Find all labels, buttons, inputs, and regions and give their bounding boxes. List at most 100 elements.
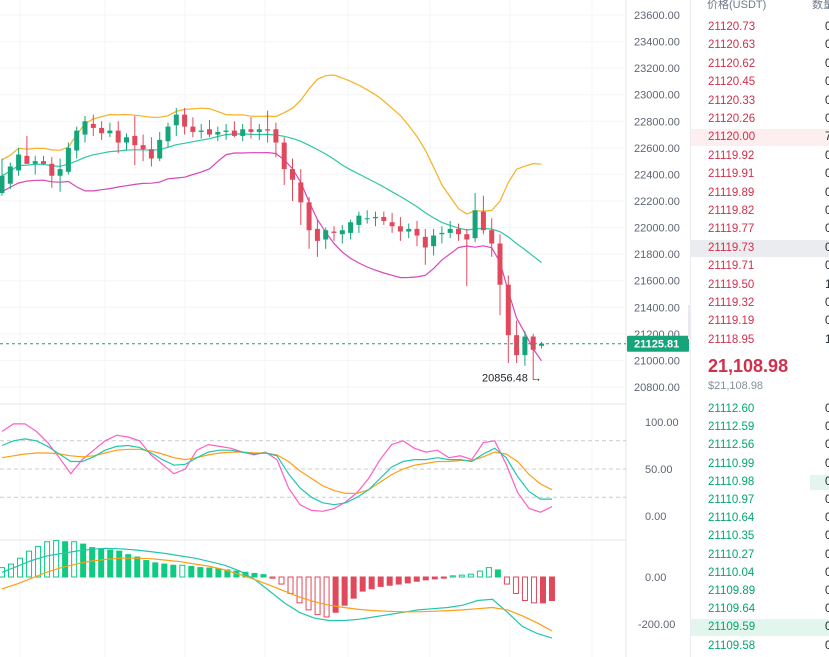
- ask-quantity: 0: [825, 148, 829, 165]
- ask-row[interactable]: 21119.89 0: [691, 185, 829, 202]
- current-price-tag: [627, 335, 689, 352]
- candle-up: [223, 130, 229, 132]
- current-price-label: 21125.81: [634, 339, 679, 351]
- bid-row[interactable]: 21109.64 0: [691, 601, 829, 618]
- histogram-signal-line: [1, 557, 553, 632]
- ask-row[interactable]: 21119.32 0: [691, 295, 829, 312]
- ask-row[interactable]: 21120.45 0: [691, 74, 829, 91]
- chart-canvas[interactable]: 23600.00 23400.00 23200.00 23000.00 22800.00…: [0, 0, 690, 657]
- ask-quantity: 7: [825, 129, 829, 146]
- ask-row[interactable]: 21120.63 0: [691, 37, 829, 54]
- ask-row[interactable]: 21119.77 0: [691, 221, 829, 238]
- histogram-bar: [332, 576, 339, 613]
- candle-up: [82, 121, 88, 135]
- bid-price: 21109.59: [708, 621, 756, 634]
- ask-quantity: 0: [825, 240, 829, 257]
- candle-down: [49, 163, 55, 176]
- ask-row[interactable]: 21119.82 0: [691, 203, 829, 220]
- ask-quantity: 0: [825, 56, 829, 73]
- bid-quantity: 0: [825, 510, 829, 527]
- bid-row[interactable]: 21110.27 0: [691, 547, 829, 564]
- histogram-bar: [206, 567, 213, 578]
- bid-row[interactable]: 21112.60 0: [691, 401, 829, 418]
- histogram-bar: [17, 557, 24, 578]
- ask-row[interactable]: 21119.73 0: [691, 239, 829, 257]
- histogram-bar: [197, 567, 204, 578]
- ask-row[interactable]: 21120.73 0: [691, 19, 829, 36]
- ask-row[interactable]: 21119.50 1: [691, 277, 829, 294]
- histogram-bar: [395, 576, 402, 585]
- ask-row[interactable]: 21120.00 7: [691, 129, 829, 147]
- candle-down: [140, 145, 146, 150]
- ask-row[interactable]: 21119.91 0: [691, 166, 829, 183]
- candle-down: [530, 336, 536, 350]
- candle-down: [90, 123, 96, 128]
- histogram-bar: [125, 554, 132, 578]
- bid-row[interactable]: 21110.35 0: [691, 528, 829, 545]
- bid-price: 21109.58: [708, 639, 756, 652]
- bid-row[interactable]: 21110.98 0: [691, 474, 829, 491]
- candle-down: [273, 129, 279, 143]
- bid-row[interactable]: 21112.59 0: [691, 419, 829, 436]
- bid-row[interactable]: 21109.58 0: [691, 638, 829, 655]
- bid-row[interactable]: 21110.97 0: [691, 492, 829, 509]
- ask-price: 21119.71: [708, 260, 755, 273]
- candle-down: [190, 126, 196, 132]
- bid-row[interactable]: 21110.99 0: [691, 456, 829, 473]
- ask-price: 21119.19: [708, 315, 755, 328]
- candle-up: [173, 114, 179, 126]
- bid-row[interactable]: 21112.56 0: [691, 437, 829, 454]
- candle-down: [281, 142, 287, 170]
- histogram-bar: [449, 575, 456, 578]
- candle-down: [132, 135, 138, 146]
- ask-row[interactable]: 21120.26 0: [691, 111, 829, 128]
- candle-down: [306, 202, 312, 231]
- candle-down: [99, 127, 105, 134]
- price-chart[interactable]: 23600.00 23400.00 23200.00 23000.00 22800.00…: [0, 0, 690, 657]
- candle-up: [439, 232, 445, 235]
- bid-price: 21112.59: [708, 421, 755, 434]
- candle-down: [422, 236, 428, 248]
- bid-row[interactable]: 21110.04 0: [691, 565, 829, 582]
- price-tick-label: 22600.00: [634, 143, 680, 155]
- ask-quantity: 0: [825, 295, 829, 312]
- candle-down: [207, 129, 212, 135]
- oscillator-line: [1, 423, 553, 513]
- candle-down: [314, 228, 320, 241]
- ask-row[interactable]: 21119.19 0: [691, 313, 829, 330]
- ask-quantity: 0: [825, 258, 829, 275]
- candle-up: [165, 126, 171, 142]
- histogram-bar: [512, 576, 519, 594]
- candle-down: [41, 161, 46, 164]
- price-tick-label: 20800.00: [634, 382, 680, 394]
- candle-up: [57, 169, 63, 176]
- candle-up: [356, 215, 362, 225]
- bid-row[interactable]: 21109.59 0: [691, 619, 829, 637]
- ask-price: 21119.73: [708, 241, 755, 254]
- bid-row[interactable]: 21109.89 0: [691, 583, 829, 600]
- bid-depth-bar: [810, 474, 829, 490]
- ask-row[interactable]: 21120.33 0: [691, 93, 829, 110]
- ask-row[interactable]: 21119.92 0: [691, 148, 829, 165]
- ask-row[interactable]: 21119.71 0: [691, 258, 829, 275]
- histogram-bar: [71, 541, 78, 578]
- ask-price: 21120.73: [708, 21, 756, 33]
- histogram-bar: [476, 570, 483, 578]
- ask-row[interactable]: 21118.95 1: [691, 332, 829, 349]
- histogram-bar: [305, 576, 312, 611]
- candle-up: [406, 228, 412, 232]
- price-tick-label: 22200.00: [634, 196, 680, 208]
- candle-down: [298, 182, 304, 203]
- ask-price: 21119.32: [708, 297, 755, 309]
- ask-quantity: 0: [825, 37, 829, 54]
- histogram-bar: [350, 576, 357, 599]
- ask-quantity: 1: [825, 332, 829, 349]
- bid-quantity: 0: [825, 565, 829, 582]
- histogram-bar: [62, 541, 69, 578]
- order-book: 价格(USDT) 数量 21120.73021120.63021120.6202…: [690, 0, 829, 657]
- oscillator-tick-label: 100.00: [645, 417, 679, 429]
- ask-row[interactable]: 21120.62 0: [691, 56, 829, 73]
- bid-row[interactable]: 21110.64 0: [691, 510, 829, 527]
- price-tick-label: 21400.00: [634, 302, 680, 314]
- histogram-bar: [152, 562, 159, 578]
